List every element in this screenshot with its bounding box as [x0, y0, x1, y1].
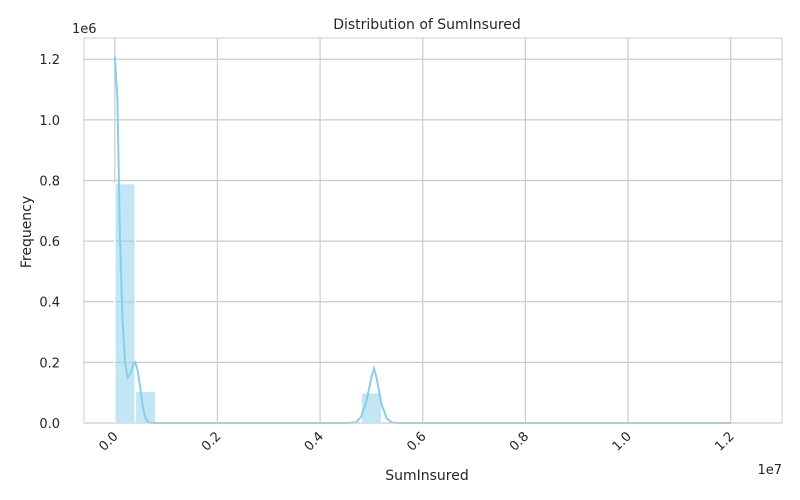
plot-frame — [83, 37, 783, 424]
y-tick-label: 0.2 — [39, 356, 60, 371]
y-tick-label: 1.2 — [39, 53, 60, 68]
chart-title: Distribution of SumInsured — [333, 17, 521, 33]
y-tick-labels: 0.0 0.2 0.4 0.6 0.8 1.0 1.2 — [39, 53, 60, 432]
histogram-bar — [114, 182, 137, 424]
y-tick-label: 0.6 — [39, 235, 60, 250]
y-tick-label: 0.0 — [39, 417, 60, 432]
y-tick-label: 0.8 — [39, 174, 60, 189]
y-axis-label: Frequency — [19, 196, 35, 268]
y-offset-label: 1e6 — [72, 22, 97, 37]
y-tick-label: 0.4 — [39, 296, 60, 311]
x-offset-label: 1e7 — [757, 463, 782, 478]
x-axis-label: SumInsured — [385, 468, 469, 484]
y-tick-label: 1.0 — [39, 114, 60, 129]
